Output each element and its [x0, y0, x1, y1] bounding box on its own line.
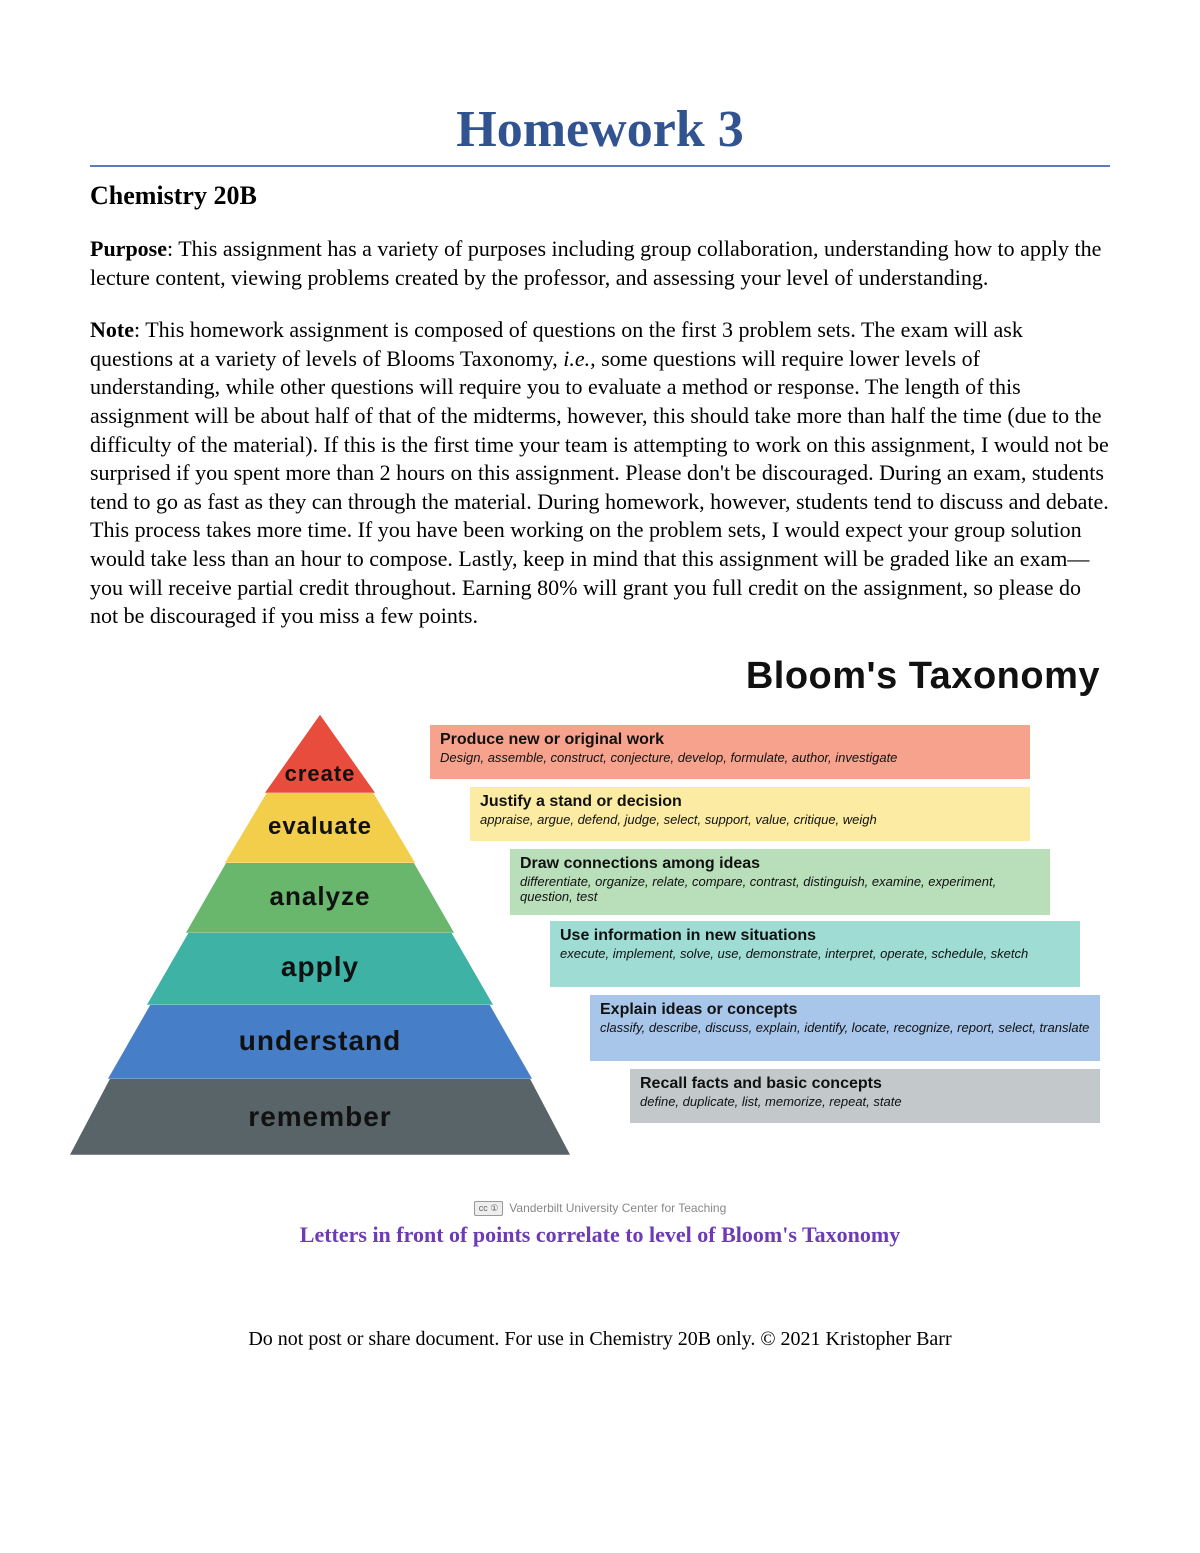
pyramid-label-apply: apply [281, 951, 359, 983]
course-subtitle: Chemistry 20B [90, 181, 1110, 211]
purpose-text: : This assignment has a variety of purpo… [90, 236, 1101, 290]
purple-caption: Letters in front of points correlate to … [90, 1222, 1110, 1248]
blooms-title: Bloom's Taxonomy [746, 655, 1100, 698]
blooms-desc-verbs: appraise, argue, defend, judge, select, … [480, 813, 1020, 828]
note-paragraph: Note: This homework assignment is compos… [90, 316, 1110, 631]
blooms-desc-evaluate: Justify a stand or decision appraise, arg… [470, 787, 1030, 841]
blooms-desc-verbs: execute, implement, solve, use, demonstr… [560, 947, 1070, 962]
blooms-pyramid: create evaluate analyze apply understand reme… [100, 715, 540, 1155]
note-italic: i.e., [563, 346, 595, 371]
figure-attribution: cc ① Vanderbilt University Center for Tea… [90, 1201, 1110, 1216]
note-text-2: some questions will require lower levels… [90, 346, 1109, 628]
cc-badge-icon: cc ① [474, 1201, 504, 1216]
purpose-paragraph: Purpose: This assignment has a variety o… [90, 235, 1110, 292]
blooms-desc-verbs: define, duplicate, list, memorize, repea… [640, 1095, 1090, 1110]
pyramid-label-evaluate: evaluate [268, 813, 372, 841]
pyramid-label-understand: understand [239, 1025, 401, 1057]
blooms-figure: Bloom's Taxonomy create evaluate analyze ap… [100, 655, 1100, 1195]
blooms-desc-title: Justify a stand or decision [480, 793, 1020, 811]
note-label: Note [90, 317, 134, 342]
attribution-text: Vanderbilt University Center for Teachin… [509, 1201, 726, 1215]
footer-text: Do not post or share document. For use i… [90, 1328, 1110, 1351]
blooms-desc-apply: Use information in new situations execute… [550, 921, 1080, 987]
blooms-desc-verbs: Design, assemble, construct, conjecture,… [440, 751, 1020, 766]
blooms-desc-title: Use information in new situations [560, 927, 1070, 945]
blooms-desc-create: Produce new or original work Design, asse… [430, 725, 1030, 779]
blooms-desc-verbs: differentiate, organize, relate, compare… [520, 875, 1040, 905]
blooms-desc-title: Explain ideas or concepts [600, 1001, 1090, 1019]
blooms-desc-remember: Recall facts and basic concepts define, d… [630, 1069, 1100, 1123]
blooms-desc-understand: Explain ideas or concepts classify, descr… [590, 995, 1100, 1061]
page-title: Homework 3 [90, 100, 1110, 167]
blooms-desc-title: Draw connections among ideas [520, 855, 1040, 873]
pyramid-label-analyze: analyze [270, 881, 371, 912]
blooms-desc-title: Recall facts and basic concepts [640, 1075, 1090, 1093]
blooms-desc-verbs: classify, describe, discuss, explain, id… [600, 1021, 1090, 1036]
purpose-label: Purpose [90, 236, 167, 261]
pyramid-label-create: create [285, 761, 356, 787]
blooms-desc-analyze: Draw connections among ideas differentiat… [510, 849, 1050, 915]
blooms-desc-title: Produce new or original work [440, 731, 1020, 749]
pyramid-label-remember: remember [248, 1101, 391, 1133]
